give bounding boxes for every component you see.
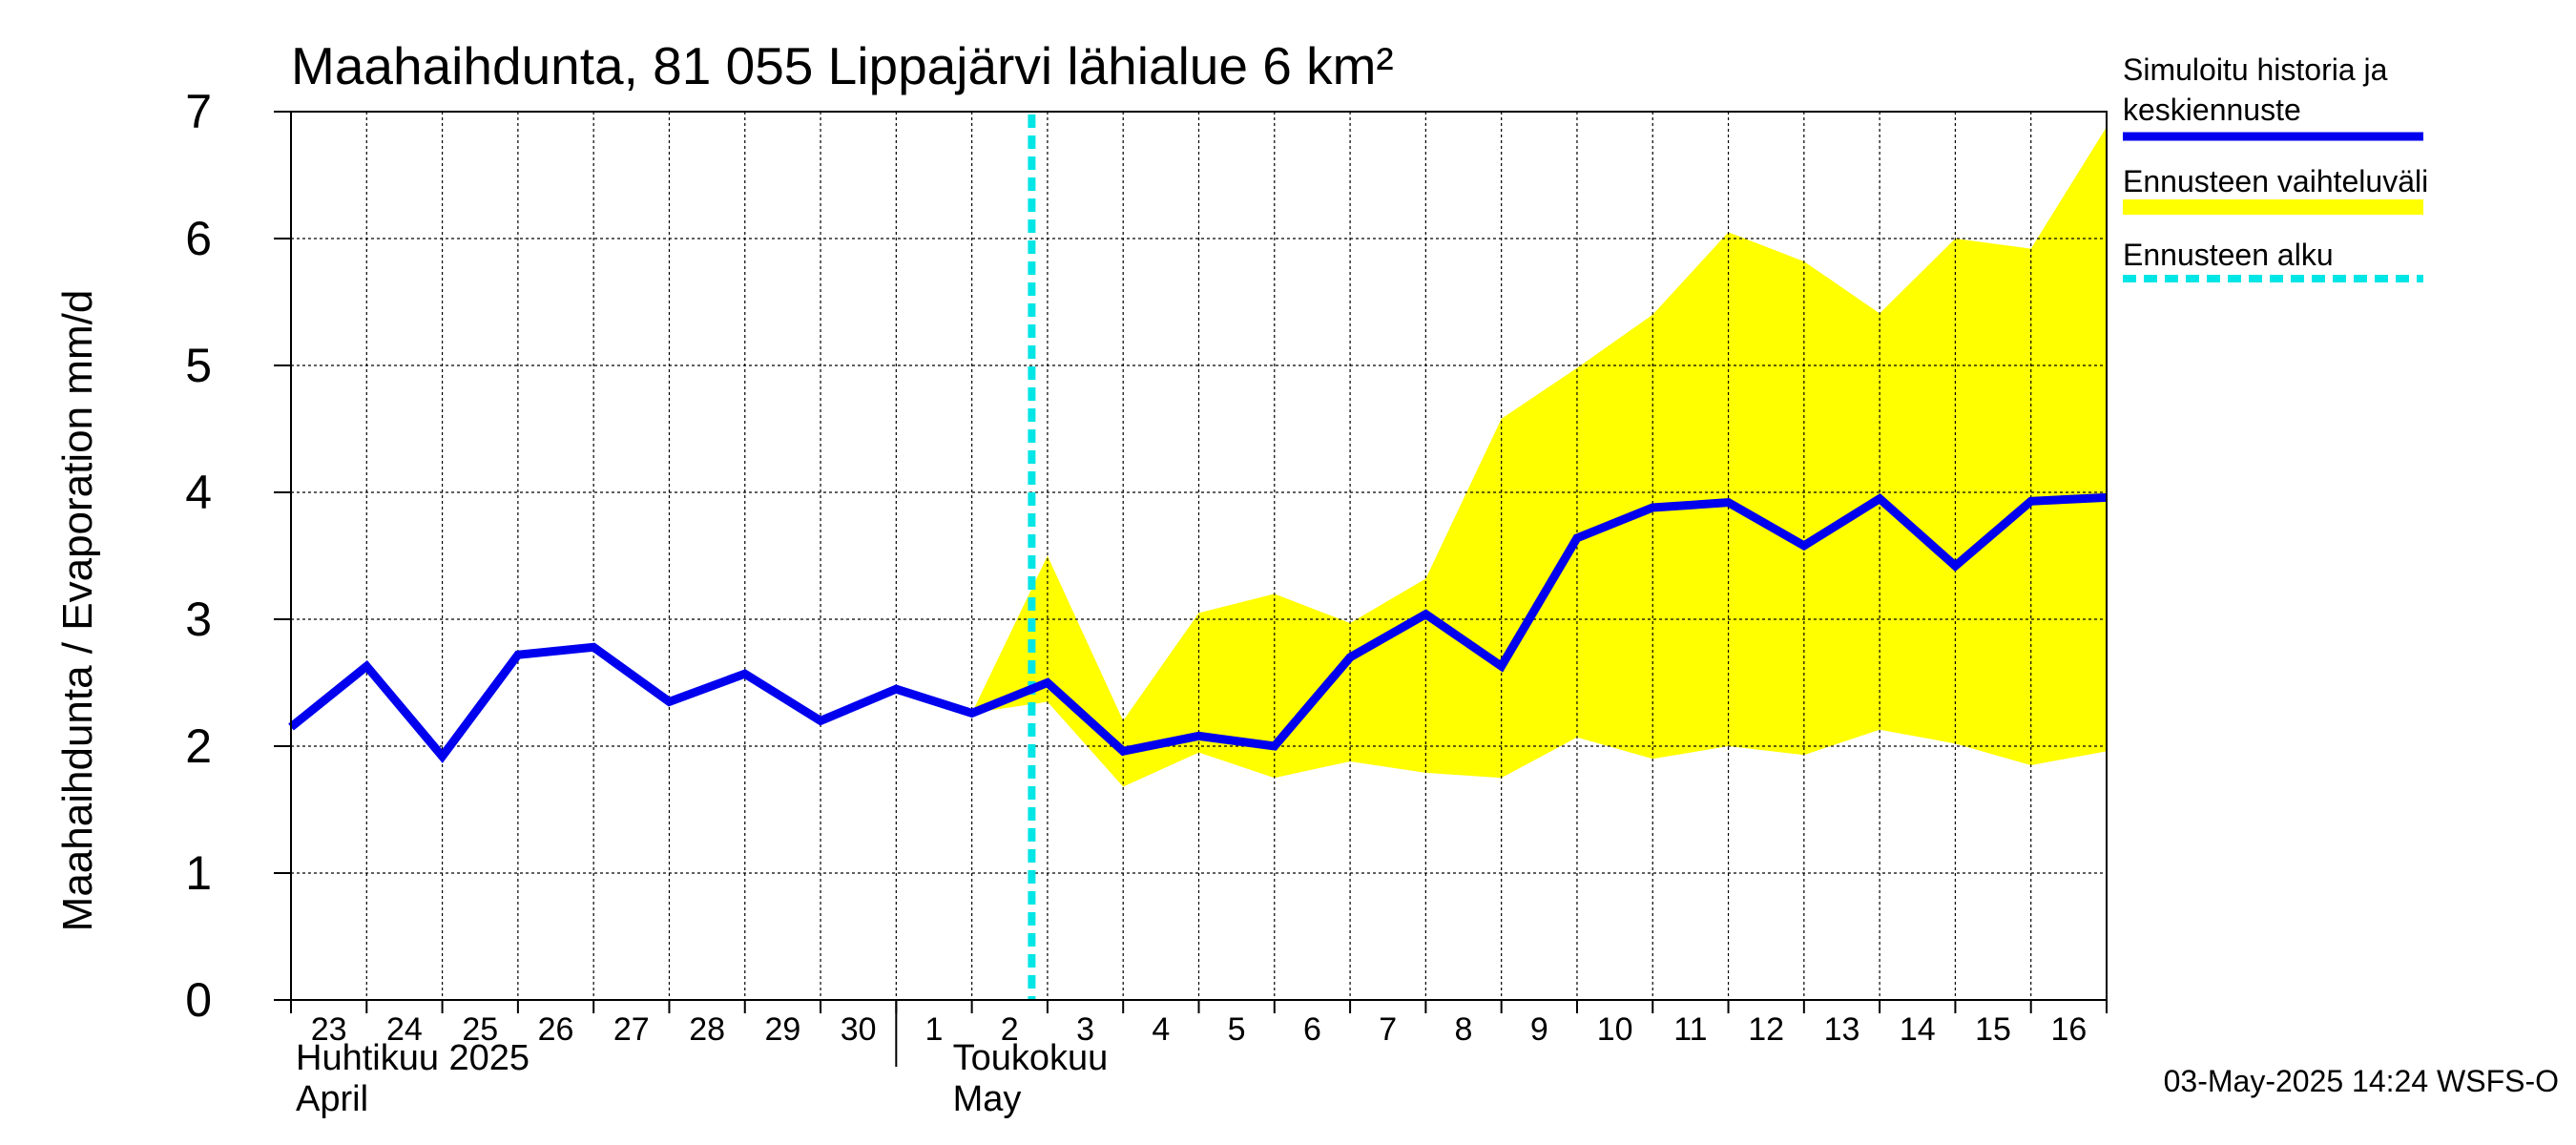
y-tick-label: 2 xyxy=(185,719,212,773)
x-tick-label: 7 xyxy=(1379,1011,1397,1048)
x-tick-label: 9 xyxy=(1530,1011,1548,1048)
y-tick-label: 5 xyxy=(185,339,212,392)
y-tick-label: 7 xyxy=(185,85,212,138)
x-tick-label: 14 xyxy=(1900,1011,1936,1048)
y-tick-label: 3 xyxy=(185,593,212,646)
y-tick-label: 1 xyxy=(185,846,212,900)
month-label: Toukokuu xyxy=(953,1038,1109,1078)
x-tick-label: 4 xyxy=(1152,1011,1170,1048)
x-tick-label: 29 xyxy=(764,1011,800,1048)
timestamp: 03-May-2025 14:24 WSFS-O xyxy=(2164,1064,2559,1098)
y-axis-label: Maahaihdunta / Evaporation mm/d xyxy=(54,290,101,932)
legend-label: Ennusteen vaihteluväli xyxy=(2123,164,2428,198)
x-tick-label: 3 xyxy=(1076,1011,1094,1048)
legend-label: keskiennuste xyxy=(2123,93,2301,127)
x-tick-label: 6 xyxy=(1303,1011,1321,1048)
x-tick-label: 10 xyxy=(1597,1011,1633,1048)
month-label: Huhtikuu 2025 xyxy=(296,1038,530,1078)
legend-swatch-band xyxy=(2123,199,2423,215)
legend: Simuloitu historia ja keskiennuste Ennuste… xyxy=(2123,52,2428,282)
y-tick-label: 0 xyxy=(185,973,212,1027)
x-tick-label: 5 xyxy=(1228,1011,1246,1048)
legend-label: Simuloitu historia ja xyxy=(2123,52,2388,87)
x-tick-label: 11 xyxy=(1673,1011,1707,1048)
x-tick-label: 27 xyxy=(613,1011,650,1048)
x-tick-label: 16 xyxy=(2050,1011,2087,1048)
x-tick-label: 26 xyxy=(538,1011,574,1048)
x-tick-label: 24 xyxy=(386,1011,423,1048)
x-tick-label: 28 xyxy=(689,1011,725,1048)
y-tick-label: 6 xyxy=(185,212,212,265)
x-tick-label: 8 xyxy=(1455,1011,1473,1048)
x-tick-label: 1 xyxy=(925,1011,944,1048)
month-label-en: May xyxy=(953,1079,1022,1119)
x-tick-label: 12 xyxy=(1748,1011,1784,1048)
y-tick-label: 4 xyxy=(185,466,212,519)
x-tick-label: 25 xyxy=(462,1011,498,1048)
simulated-series-line xyxy=(288,492,2108,763)
x-tick-label: 30 xyxy=(841,1011,877,1048)
x-tick-label: 23 xyxy=(311,1011,347,1048)
x-tick-label: 2 xyxy=(1001,1011,1019,1048)
month-label-en: April xyxy=(296,1079,368,1119)
x-tick-label: 15 xyxy=(1975,1011,2011,1048)
forecast-range-band xyxy=(971,126,2107,787)
chart-title: Maahaihdunta, 81 055 Lippajärvi lähialue… xyxy=(291,36,1394,95)
x-tick-label: 13 xyxy=(1824,1011,1860,1048)
legend-label: Ennusteen alku xyxy=(2123,238,2334,272)
